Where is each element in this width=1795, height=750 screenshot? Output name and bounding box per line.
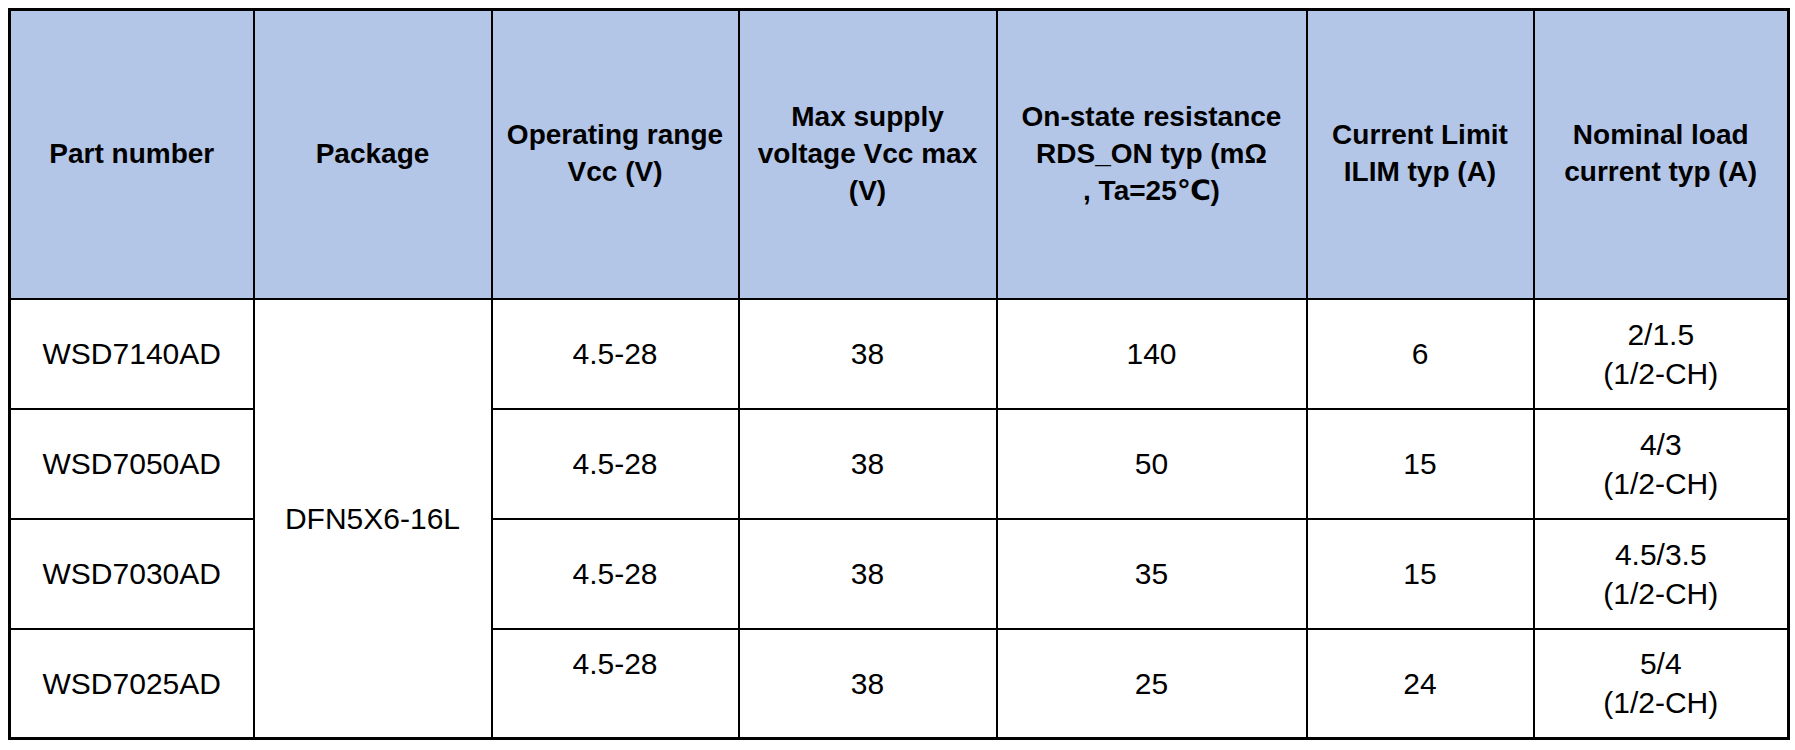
cell-package-merged: DFN5X6-16L [254, 299, 492, 739]
table-header: Part number Package Operating range Vcc … [10, 10, 1789, 299]
column-header-nominal-load-current: Nominal load current typ (A) [1534, 10, 1789, 299]
cell-part-number: WSD7140AD [10, 299, 254, 409]
cell-nominal-load-current: 4.5/3.5 (1/2-CH) [1534, 519, 1789, 629]
cell-max-supply-voltage: 38 [739, 519, 997, 629]
table-body: WSD7140AD DFN5X6-16L 4.5-28 38 140 6 2/1… [10, 299, 1789, 739]
cell-max-supply-voltage: 38 [739, 299, 997, 409]
cell-operating-range: 4.5-28 [492, 409, 739, 519]
cell-operating-range: 4.5-28 [492, 299, 739, 409]
page: Part number Package Operating range Vcc … [0, 0, 1795, 750]
cell-part-number: WSD7030AD [10, 519, 254, 629]
column-header-package: Package [254, 10, 492, 299]
cell-current-limit: 15 [1307, 409, 1534, 519]
cell-part-number: WSD7025AD [10, 629, 254, 739]
cell-rds-on: 25 [997, 629, 1307, 739]
cell-operating-range: 4.5-28 [492, 519, 739, 629]
cell-current-limit: 15 [1307, 519, 1534, 629]
column-header-operating-range: Operating range Vcc (V) [492, 10, 739, 299]
cell-current-limit: 24 [1307, 629, 1534, 739]
header-row: Part number Package Operating range Vcc … [10, 10, 1789, 299]
cell-nominal-load-current: 5/4 (1/2-CH) [1534, 629, 1789, 739]
cell-nominal-load-current: 4/3 (1/2-CH) [1534, 409, 1789, 519]
cell-current-limit: 6 [1307, 299, 1534, 409]
column-header-part-number: Part number [10, 10, 254, 299]
cell-max-supply-voltage: 38 [739, 629, 997, 739]
cell-part-number: WSD7050AD [10, 409, 254, 519]
cell-rds-on: 140 [997, 299, 1307, 409]
column-header-max-supply-voltage: Max supply voltage Vcc max (V) [739, 10, 997, 299]
cell-nominal-load-current: 2/1.5 (1/2-CH) [1534, 299, 1789, 409]
column-header-on-state-resistance: On-state resistance RDS_ON typ (mΩ , Ta=… [997, 10, 1307, 299]
cell-max-supply-voltage: 38 [739, 409, 997, 519]
cell-rds-on: 50 [997, 409, 1307, 519]
product-spec-table: Part number Package Operating range Vcc … [8, 8, 1790, 740]
cell-rds-on: 35 [997, 519, 1307, 629]
column-header-current-limit: Current Limit ILIM typ (A) [1307, 10, 1534, 299]
cell-operating-range: 4.5-28 [492, 629, 739, 739]
table-row: WSD7140AD DFN5X6-16L 4.5-28 38 140 6 2/1… [10, 299, 1789, 409]
